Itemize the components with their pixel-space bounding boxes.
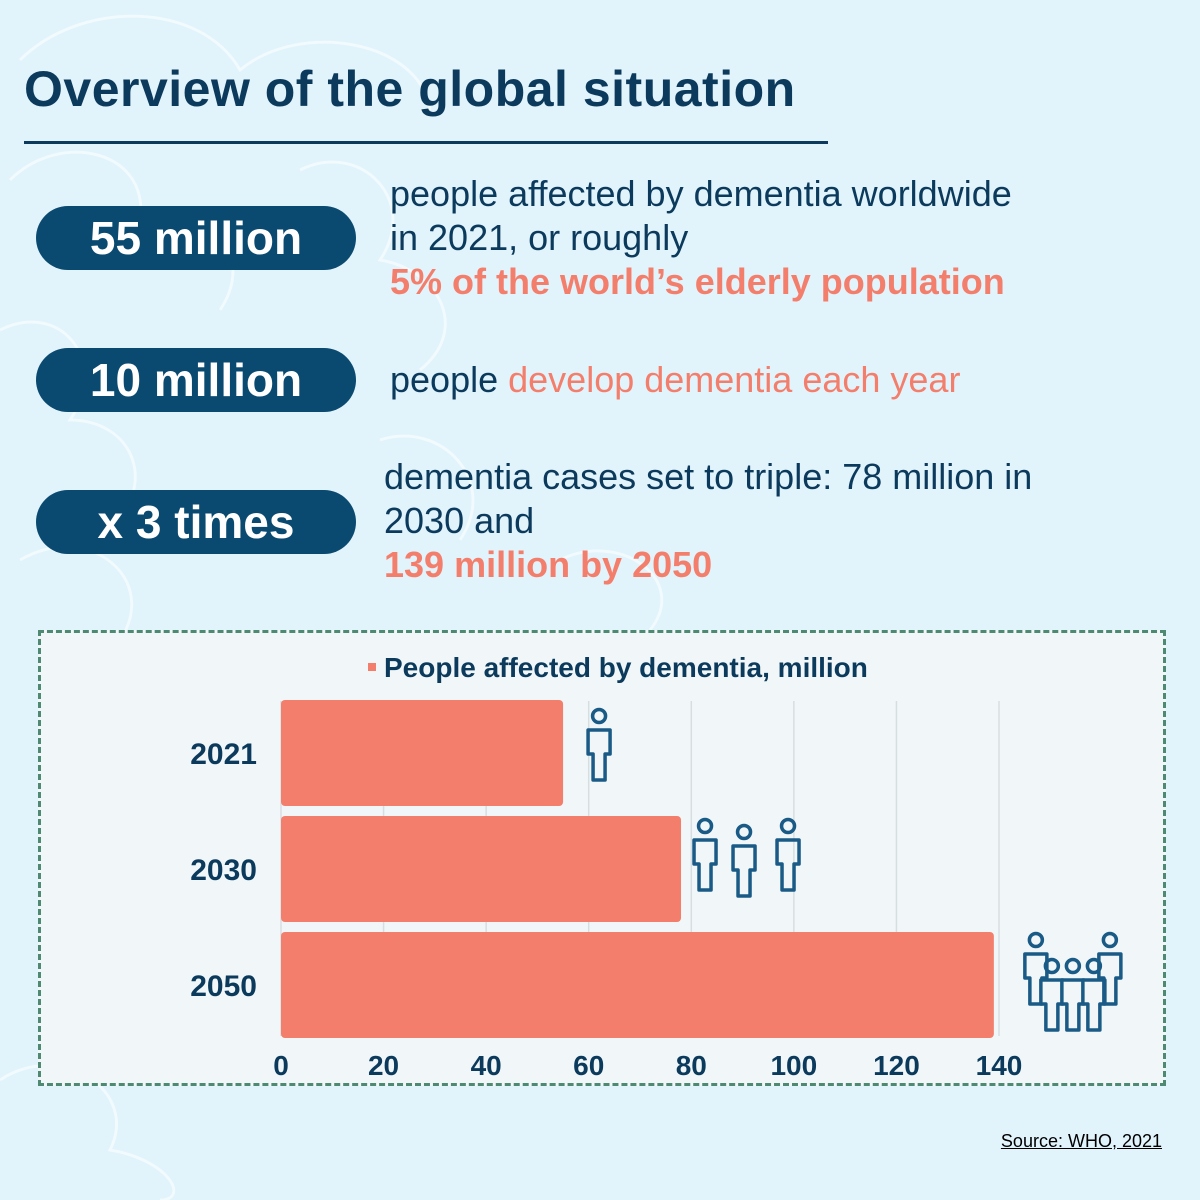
person-icon-head	[1101, 931, 1119, 949]
x-tick-60: 60	[573, 1050, 604, 1081]
x-tick-40: 40	[471, 1050, 502, 1081]
stat-1-line-1: people affected by dementia worldwide	[390, 173, 1012, 214]
bar-2050	[281, 932, 994, 1038]
chart-people-icons	[586, 707, 1123, 1032]
person-icon-body	[775, 838, 801, 892]
x-tick-120: 120	[873, 1050, 920, 1081]
person-icon-head	[735, 823, 753, 841]
stat-1-line-2: in 2021, or roughly	[390, 217, 689, 258]
category-label-2030: 2030	[190, 854, 257, 887]
title-divider	[24, 141, 828, 144]
stat-2-description: people develop dementia each year	[390, 358, 960, 402]
person-icon-head	[1043, 957, 1061, 975]
legend-label: People affected by dementia, million	[384, 652, 868, 683]
chart-category-labels: 2021 2030 2050	[190, 738, 257, 1003]
x-tick-80: 80	[676, 1050, 707, 1081]
person-icon	[586, 707, 612, 782]
x-tick-100: 100	[770, 1050, 817, 1081]
person-icon-body	[586, 728, 612, 782]
person-icon-head	[590, 707, 608, 725]
person-icon	[1060, 957, 1086, 1032]
person-icon-body	[1081, 978, 1107, 1032]
person-icon-body	[1097, 952, 1123, 1006]
x-tick-0: 0	[273, 1050, 289, 1081]
person-icon	[1081, 957, 1107, 1032]
chart-x-ticks: 0 20 40 60 80 100 120 140	[273, 1050, 1022, 1081]
stat-badge-3-times: x 3 times	[36, 490, 356, 554]
person-icon-head	[696, 817, 714, 835]
stat-3-line-1: dementia cases set to triple: 78 million…	[384, 456, 1033, 497]
stat-1-description: people affected by dementia worldwide in…	[390, 172, 1012, 304]
bar-chart: People affected by dementia, million 202…	[190, 652, 1123, 1081]
chart-legend: People affected by dementia, million	[368, 652, 868, 683]
page-title: Overview of the global situation	[24, 61, 796, 117]
person-icon-head	[1027, 931, 1045, 949]
person-icon	[692, 817, 718, 892]
stat-2-text: people	[390, 359, 499, 400]
category-label-2021: 2021	[190, 738, 257, 771]
bar-2030	[281, 816, 682, 922]
bar-2021	[281, 700, 564, 806]
person-icon-body	[1060, 978, 1086, 1032]
person-icon	[1039, 957, 1065, 1032]
person-icon-body	[692, 838, 718, 892]
person-icon	[731, 823, 757, 898]
person-icon-head	[779, 817, 797, 835]
person-icon-body	[1039, 978, 1065, 1032]
chart-container: People affected by dementia, million 202…	[38, 630, 1166, 1086]
category-label-2050: 2050	[190, 970, 257, 1003]
stat-2-highlight: develop dementia each year	[508, 359, 961, 400]
stat-badge-10-million: 10 million	[36, 348, 356, 412]
legend-swatch	[368, 663, 376, 671]
chart-bars	[281, 700, 994, 1038]
x-tick-140: 140	[976, 1050, 1023, 1081]
stat-3-highlight: 139 million by 2050	[384, 544, 713, 585]
stat-badge-55-million: 55 million	[36, 206, 356, 270]
person-icon-head	[1064, 957, 1082, 975]
x-tick-20: 20	[368, 1050, 399, 1081]
stat-3-line-2: 2030 and	[384, 500, 535, 541]
person-icon	[1097, 931, 1123, 1006]
person-icon	[775, 817, 801, 892]
source-citation: Source: WHO, 2021	[1000, 1131, 1162, 1151]
person-icon-body	[731, 844, 757, 898]
stat-3-description: dementia cases set to triple: 78 million…	[384, 455, 1032, 587]
stat-1-highlight: 5% of the world’s elderly population	[390, 261, 1005, 302]
